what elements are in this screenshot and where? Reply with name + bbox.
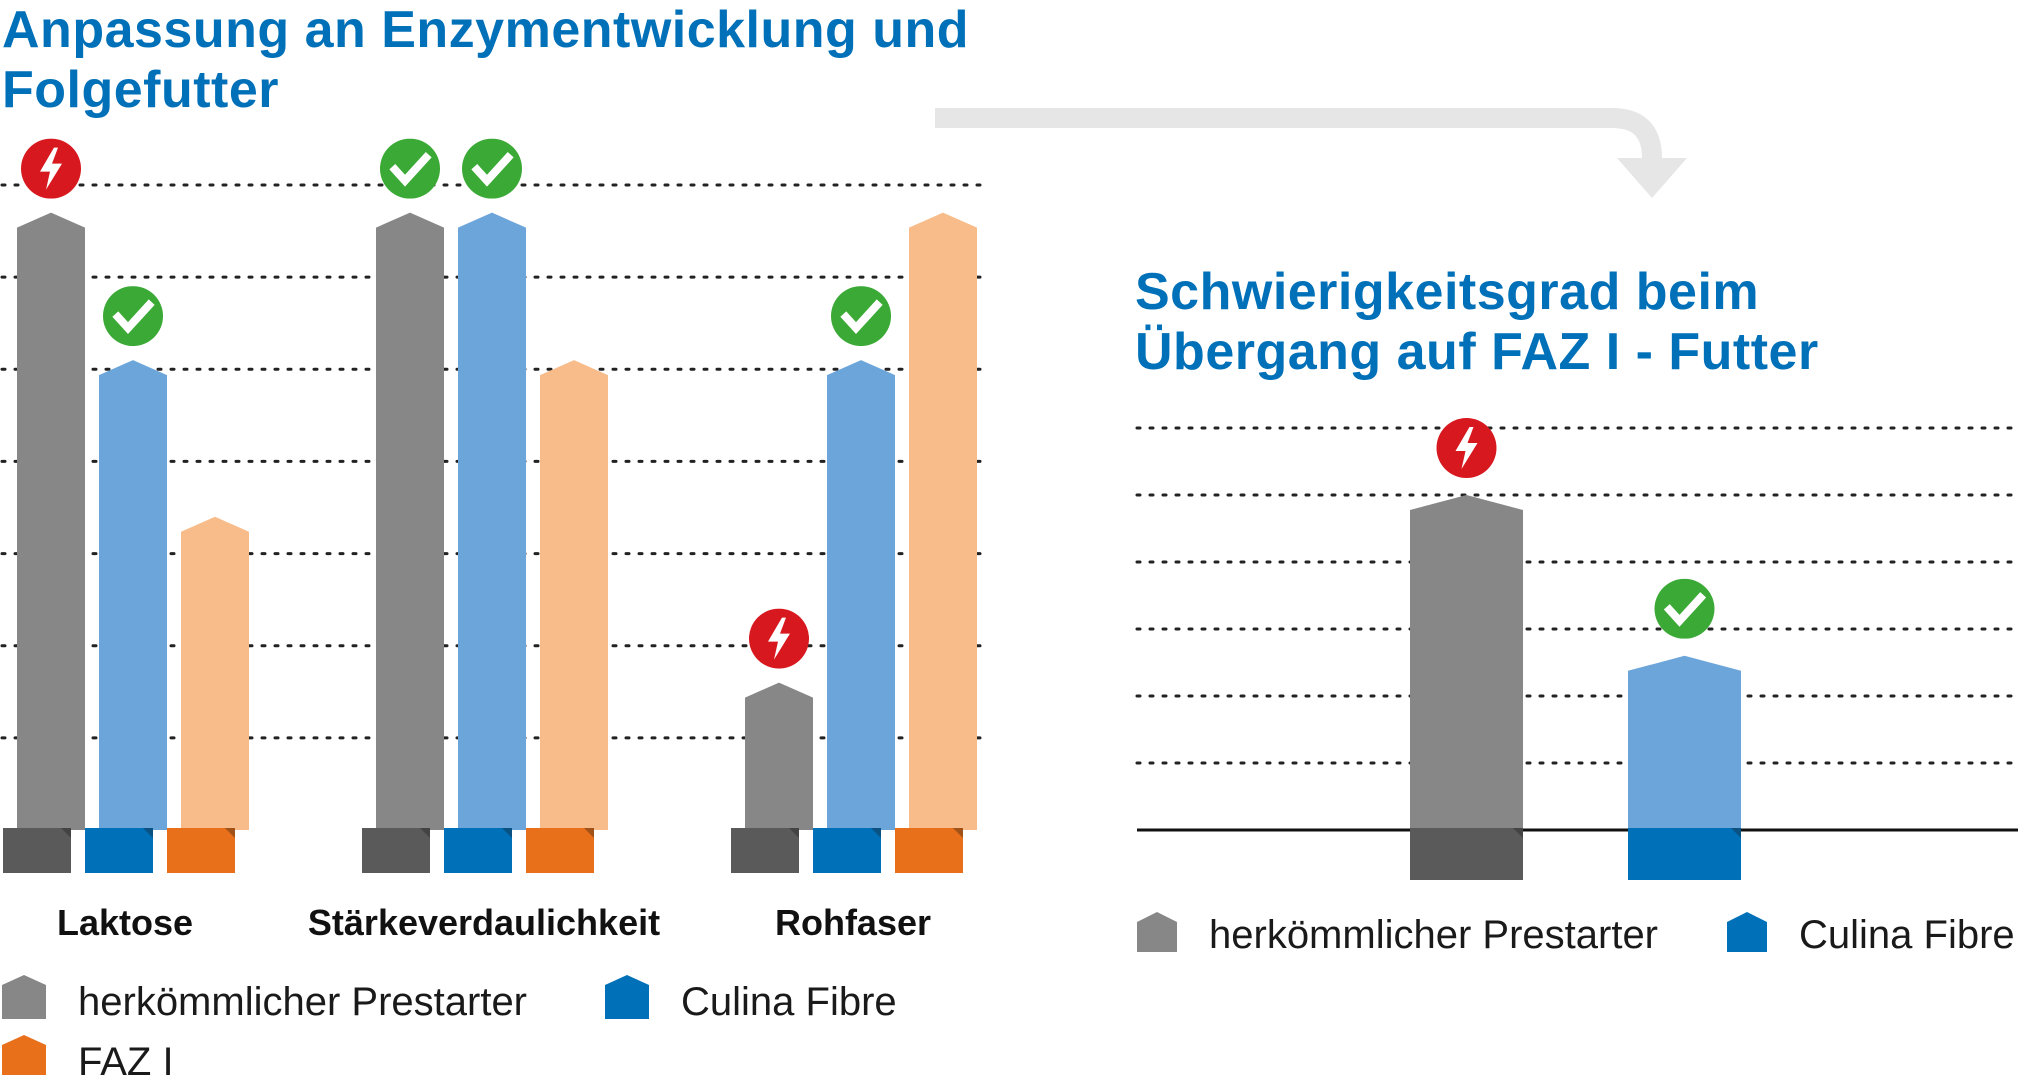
bar-base-starkeverdaulichkeit-culina-fibre — [444, 828, 512, 873]
bar-base-fold — [225, 828, 235, 838]
check-badge-icon — [103, 286, 163, 346]
curved-arrow-right-down-icon — [935, 108, 1687, 198]
legend-label-left-culina-fibre: Culina Fibre — [681, 980, 897, 1024]
bar-right-culina-fibre — [1628, 655, 1741, 830]
arrow-shaft — [935, 108, 1662, 165]
check-badge-icon — [831, 286, 891, 346]
bar-base-fold — [953, 828, 963, 838]
legend-label-right-herkommlicher-prestarter: herkömmlicher Prestarter — [1209, 913, 1658, 957]
lightning-badge-icon — [749, 608, 809, 669]
bar-base-fold — [61, 828, 71, 838]
bar-base-fold — [584, 828, 594, 838]
bar-rohfaser-faz-i — [909, 212, 977, 831]
chart-title-right: Schwierigkeitsgrad beim Übergang auf FAZ… — [1135, 263, 1819, 381]
bar-base-fold — [143, 828, 153, 838]
bar-base-starkeverdaulichkeit-faz-i — [526, 828, 594, 873]
bar-rohfaser-culina-fibre — [827, 360, 895, 830]
bar-base-fold — [789, 828, 799, 838]
bar-base-starkeverdaulichkeit-herkommlicher-prestarter — [362, 828, 430, 873]
bar-base-fold — [420, 828, 430, 838]
legend-swatch-left-culina-fibre — [605, 975, 649, 1019]
bar-rohfaser-herkommlicher-prestarter — [745, 682, 813, 830]
legend-swatch-right-culina-fibre — [1727, 912, 1767, 952]
bar-laktose-herkommlicher-prestarter — [17, 212, 85, 831]
bar-right-herkommlicher-prestarter — [1410, 495, 1523, 830]
bar-laktose-faz-i — [181, 516, 249, 830]
check-badge-icon — [1655, 579, 1715, 639]
bar-base-fold — [1513, 828, 1523, 838]
legend-swatch-left-herkommlicher-prestarter — [2, 975, 46, 1019]
chart-right: herkömmlicher Prestarter Culina Fibre — [1135, 418, 2020, 957]
bar-base-laktose-culina-fibre — [85, 828, 153, 873]
lightning-badge-icon — [21, 138, 81, 199]
legend-label-left-faz-i: FAZ I — [78, 1040, 174, 1075]
legend-label-right-culina-fibre: Culina Fibre — [1799, 913, 2015, 957]
category-label-starkeverdaulichkeit: Stärkeverdaulichkeit — [308, 902, 660, 943]
lightning-badge-icon — [1436, 418, 1497, 478]
legend-label-left-herkommlicher-prestarter: herkömmlicher Prestarter — [78, 980, 527, 1024]
bar-starkeverdaulichkeit-herkommlicher-prestarter — [376, 212, 444, 831]
check-badge-icon — [380, 139, 440, 199]
bar-base-right-herkommlicher-prestarter — [1410, 828, 1523, 880]
legend-swatch-right-herkommlicher-prestarter — [1137, 912, 1177, 952]
bar-base-rohfaser-herkommlicher-prestarter — [731, 828, 799, 873]
bar-base-rohfaser-culina-fibre — [813, 828, 881, 873]
chart-left: Laktose Stärkeverdaulichkeit Rohfaser herkö… — [0, 138, 982, 1075]
bar-base-fold — [871, 828, 881, 838]
bar-base-laktose-faz-i — [167, 828, 235, 873]
bar-base-right-culina-fibre — [1628, 828, 1741, 880]
bar-base-laktose-herkommlicher-prestarter — [3, 828, 71, 873]
bar-laktose-culina-fibre — [99, 360, 167, 830]
category-label-laktose: Laktose — [57, 902, 193, 943]
legend-swatch-left-faz-i — [2, 1035, 46, 1075]
bar-starkeverdaulichkeit-culina-fibre — [458, 212, 526, 831]
bar-base-rohfaser-faz-i — [895, 828, 963, 873]
check-badge-icon — [462, 139, 522, 199]
bar-starkeverdaulichkeit-faz-i — [540, 360, 608, 830]
bar-base-fold — [502, 828, 512, 838]
chart-title-left: Anpassung an Enzymentwicklung und Folgef… — [2, 1, 970, 119]
bar-base-fold — [1731, 828, 1741, 838]
category-label-rohfaser: Rohfaser — [775, 902, 931, 943]
arrow-head — [1617, 158, 1687, 198]
